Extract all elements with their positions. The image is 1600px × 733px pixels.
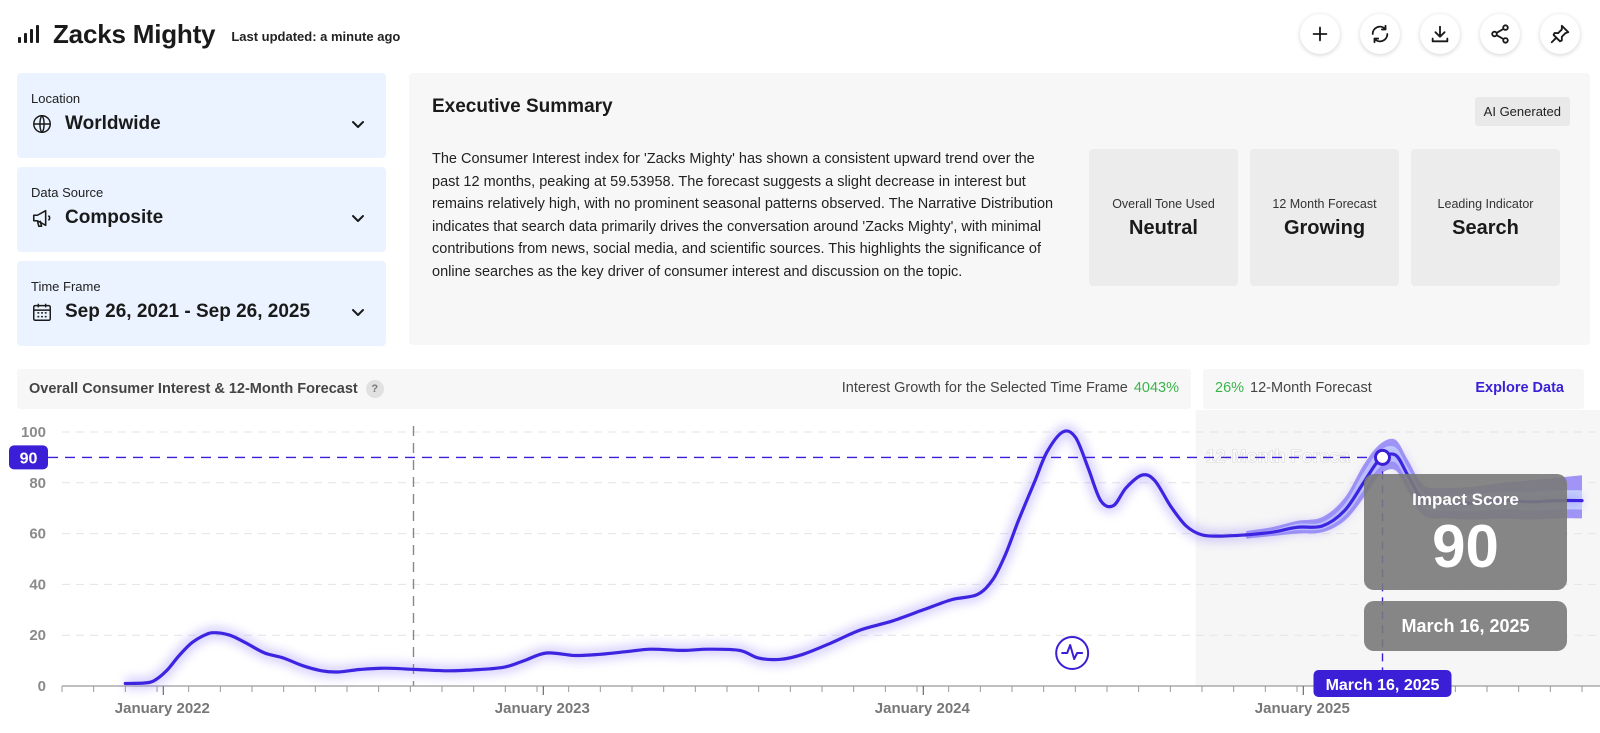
tooltip-title: Impact Score — [1412, 490, 1519, 509]
last-updated-text: Last updated: a minute ago — [231, 28, 401, 44]
app-header: Zacks Mighty Last updated: a minute ago — [18, 14, 400, 54]
metric-label: 12 Month Forecast — [1272, 197, 1377, 211]
chart-title: Overall Consumer Interest & 12-Month For… — [29, 381, 358, 397]
pin-button[interactable] — [1540, 14, 1580, 54]
time-frame-label: Time Frame — [31, 279, 101, 294]
forecast-value: 26% — [1215, 380, 1245, 396]
y-tick-label: 100 — [21, 424, 46, 441]
x-tick-label: January 2022 — [115, 700, 210, 717]
overall-tone-card: Overall Tone Used Neutral — [1089, 149, 1238, 286]
chart-header: Overall Consumer Interest & 12-Month For… — [17, 369, 1191, 409]
chevron-down-icon — [352, 309, 364, 316]
leading-indicator-card: Leading Indicator Search — [1411, 149, 1560, 286]
ai-generated-badge: AI Generated — [1474, 97, 1570, 126]
executive-summary-title: Executive Summary — [432, 96, 613, 117]
share-icon — [1491, 24, 1509, 44]
metric-value: Neutral — [1129, 217, 1198, 239]
metric-value: Search — [1452, 217, 1519, 239]
data-source-label: Data Source — [31, 185, 104, 200]
tooltip-date-card — [1364, 601, 1567, 651]
location-label: Location — [31, 91, 81, 106]
crosshair-value-label: 90 — [20, 450, 38, 467]
y-tick-label: 20 — [29, 627, 46, 644]
megaphone-icon — [31, 207, 53, 229]
marker-date-badge — [1313, 670, 1452, 697]
location-filter[interactable]: Location Worldwide — [17, 73, 386, 158]
toolbar — [1300, 14, 1580, 54]
y-tick-label: 0 — [38, 678, 46, 695]
y-tick-label: 80 — [29, 475, 46, 492]
x-tick-label: January 2023 — [495, 700, 590, 717]
location-value: Worldwide — [65, 113, 161, 134]
tooltip-value: 90 — [1432, 513, 1499, 580]
plus-icon — [1312, 26, 1328, 42]
pulse-icon — [1061, 644, 1084, 660]
metric-value: Growing — [1283, 217, 1366, 239]
x-tick-label: January 2024 — [875, 700, 971, 717]
tooltip-date: March 16, 2025 — [1401, 616, 1529, 636]
download-icon — [1431, 25, 1449, 43]
executive-summary-panel: Executive Summary AI Generated The Consu… — [409, 73, 1590, 345]
page-title: Zacks Mighty — [53, 18, 216, 49]
y-tick-label: 60 — [29, 526, 46, 543]
metric-label: Overall Tone Used — [1112, 197, 1215, 211]
forecast-region-label: 12-Month Foreca — [1206, 446, 1351, 466]
marker-date-label: March 16, 2025 — [1326, 677, 1440, 694]
download-button[interactable] — [1420, 14, 1460, 54]
hover-marker — [1374, 448, 1391, 466]
data-source-value: Composite — [65, 207, 164, 228]
x-tick-label: January 2025 — [1255, 700, 1350, 717]
explore-data-link[interactable]: Explore Data — [1475, 380, 1564, 396]
interest-line — [123, 429, 1248, 686]
metric-label: Leading Indicator — [1437, 197, 1534, 211]
chevron-down-icon — [352, 215, 364, 222]
growth-label: Interest Growth for the Selected Time Fr… — [841, 380, 1128, 396]
forecast-label: 12-Month Forecast — [1250, 380, 1372, 396]
pin-icon — [1550, 24, 1570, 44]
chart-title-wrap: Overall Consumer Interest & 12-Month For… — [29, 380, 384, 398]
time-frame-filter[interactable]: Time Frame Sep 26, 2021 - Sep 26, 2025 — [17, 261, 386, 346]
refresh-icon — [1371, 24, 1389, 44]
chevron-down-icon — [352, 121, 364, 128]
globe-icon — [31, 113, 53, 135]
help-icon[interactable]: ? — [365, 380, 384, 398]
share-button[interactable] — [1480, 14, 1520, 54]
executive-summary-text: The Consumer Interest index for 'Zacks M… — [432, 151, 1054, 280]
interest-growth: Interest Growth for the Selected Time Fr… — [842, 380, 1179, 396]
forecast-card: 12 Month Forecast Growing — [1250, 149, 1399, 286]
data-source-filter[interactable]: Data Source Composite — [17, 167, 386, 252]
calendar-icon — [31, 301, 53, 323]
add-button[interactable] — [1300, 14, 1340, 54]
forecast-summary: 26% 12-Month Forecast — [1215, 380, 1372, 396]
time-frame-value: Sep 26, 2021 - Sep 26, 2025 — [65, 301, 311, 322]
consumer-interest-chart[interactable]: 0 20 40 60 80 100 January 2022 January 2023 Janu… — [0, 410, 1600, 733]
y-tick-label: 40 — [29, 576, 46, 593]
tooltip-card — [1364, 474, 1567, 590]
refresh-button[interactable] — [1360, 14, 1400, 54]
growth-value: 4043% — [1133, 380, 1179, 396]
crosshair-value-badge — [9, 445, 48, 470]
bar-chart-icon — [18, 25, 39, 43]
forecast-header: 26% 12-Month Forecast Explore Data — [1203, 369, 1584, 409]
